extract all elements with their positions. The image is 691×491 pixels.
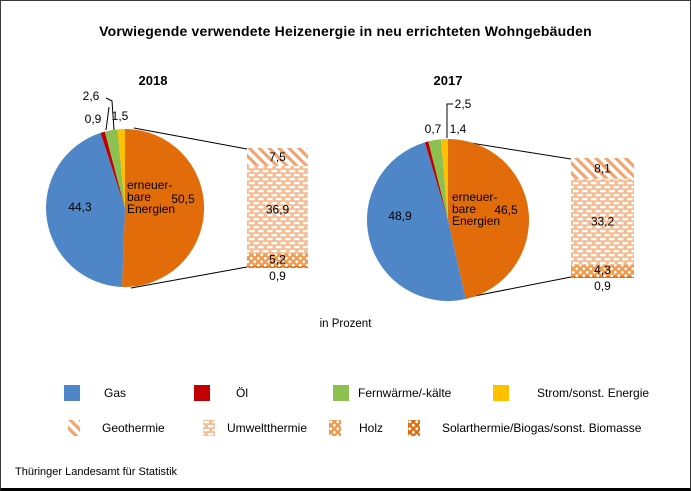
bar-segment-umweltthermie-2018 — [247, 165, 308, 254]
bar-value-holz-2017: 4,3 — [594, 263, 611, 277]
legend-swatch-solarthermie — [408, 419, 420, 436]
legend-swatch-umweltthermie — [203, 419, 215, 436]
legend-label-oel: Öl — [236, 385, 248, 400]
value-label-gas-2017: 48,9 — [388, 209, 412, 223]
legend-swatch-geothermie — [68, 419, 80, 436]
bar-value-geothermie-2018: 7,5 — [269, 150, 286, 164]
legend-swatch-gas — [64, 384, 80, 401]
value-label-fernwaerme-2017: 2,5 — [455, 97, 472, 111]
center-label-line1-2017: bare — [452, 202, 476, 216]
pie-slice-fernwaerme-2018 — [104, 129, 125, 208]
legend-item-umweltthermie: Umweltthermie — [203, 419, 307, 436]
value-label-erneuerbare-2018: 50,5 — [171, 192, 195, 206]
pie-slice-strom-2017 — [440, 138, 448, 220]
pointer-line-0-2018 — [105, 97, 115, 131]
legend-label-holz: Holz — [359, 420, 384, 435]
legend-swatch-fernwaerme — [333, 384, 349, 401]
bar-value-solarthermie-2018: 0,9 — [269, 269, 286, 283]
pie-slice-erneuerbare-2017 — [448, 139, 530, 300]
legend-item-geothermie: Geothermie — [68, 419, 165, 436]
pie-slice-oel-2017 — [424, 141, 448, 220]
legend-swatch-strom — [493, 384, 509, 401]
chart-year-2018: 2018 — [138, 73, 168, 88]
legend-item-solarthermie: Solarthermie/Biogas/sonst. Biomasse — [408, 419, 641, 436]
value-label-strom-2017: 1,4 — [450, 122, 467, 136]
legend-label-gas: Gas — [104, 385, 127, 400]
page-title: Vorwiegende verwendete Heizenergie in ne… — [99, 23, 592, 39]
pie-slice-erneuerbare-2018 — [122, 128, 205, 287]
legend-label-solarthermie: Solarthermie/Biogas/sonst. Biomasse — [442, 420, 642, 435]
legend-swatch-oel — [194, 384, 210, 401]
legend-label-umweltthermie: Umweltthermie — [227, 420, 308, 435]
bar-segment-holz-2017 — [571, 264, 634, 276]
pie-slice-strom-2018 — [117, 129, 125, 208]
center-label-line2-2018: Energien — [127, 202, 175, 216]
bar-segment-solarthermie-2018 — [247, 265, 308, 268]
center-label-line1-2018: bare — [127, 190, 151, 204]
bar-value-umweltthermie-2018: 36,9 — [266, 203, 290, 217]
connector-line-0-2018 — [133, 127, 248, 150]
legend-label-geothermie: Geothermie — [102, 420, 165, 435]
value-label-gas-2018: 44,3 — [68, 200, 92, 214]
pointer-line-1-2018 — [105, 106, 110, 131]
bar-value-umweltthermie-2017: 33,2 — [591, 215, 615, 229]
value-label-oel-2017: 0,7 — [425, 122, 442, 136]
legend-item-strom: Strom/sonst. Energie — [493, 384, 649, 401]
bar-value-geothermie-2017: 8,1 — [594, 161, 611, 175]
bar-segment-solarthermie-2017 — [571, 275, 634, 278]
center-label-line2-2017: Energien — [452, 214, 500, 228]
legend-label-fernwaerme: Fernwärme/-kälte — [358, 385, 452, 400]
unit-label: in Prozent — [319, 318, 372, 330]
bar-segment-geothermie-2018 — [247, 148, 308, 166]
value-label-oel-2018: 0,9 — [85, 112, 102, 126]
connector-line-1-2018 — [130, 266, 248, 289]
legend-swatch-holz — [329, 419, 341, 436]
legend-item-fernwaerme: Fernwärme/-kälte — [333, 384, 451, 401]
legend-item-holz: Holz — [329, 419, 383, 436]
source-note: Thüringer Landesamt für Statistik — [15, 466, 178, 478]
center-label-line0-2017: erneuer- — [452, 190, 497, 204]
legend-item-oel: Öl — [194, 384, 248, 401]
value-label-fernwaerme-2018: 2,6 — [83, 89, 100, 103]
bar-value-holz-2018: 5,2 — [269, 253, 286, 267]
bar-value-solarthermie-2017: 0,9 — [594, 279, 611, 293]
connector-line-0-2017 — [457, 140, 572, 160]
bar-segment-umweltthermie-2017 — [571, 178, 634, 265]
value-label-erneuerbare-2017: 46,5 — [494, 203, 518, 217]
pie-slice-gas-2018 — [46, 132, 125, 287]
legend-label-strom: Strom/sonst. Energie — [537, 385, 650, 400]
chart-year-2017: 2017 — [433, 73, 463, 88]
legend-item-gas: Gas — [64, 384, 126, 401]
pie-slice-fernwaerme-2017 — [428, 139, 448, 220]
center-label-line0-2018: erneuer- — [127, 178, 172, 192]
pie-slice-oel-2018 — [100, 131, 125, 208]
value-label-strom-2018: 1,5 — [112, 109, 129, 123]
pointer-line-0-2017 — [446, 103, 453, 138]
pie-slice-gas-2017 — [366, 142, 466, 302]
bar-segment-geothermie-2017 — [571, 158, 634, 179]
bar-segment-holz-2018 — [247, 253, 308, 266]
